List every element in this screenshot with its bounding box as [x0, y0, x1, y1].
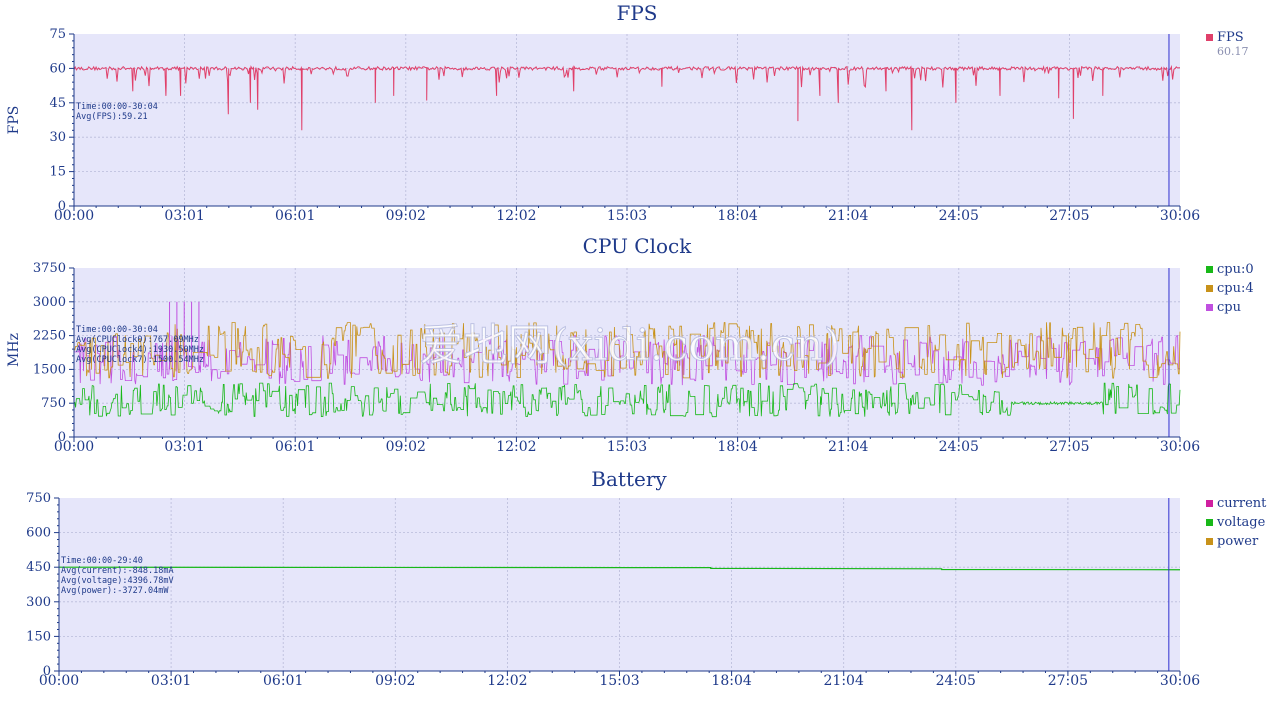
- x-tick-label: 15:03: [607, 208, 647, 224]
- x-tick-label: 24:05: [939, 208, 979, 224]
- y-tick-label: 750: [26, 491, 51, 506]
- y-tick-label: 0: [43, 664, 51, 679]
- x-tick-label: 21:04: [828, 208, 868, 224]
- legend-label: cpu:0: [1217, 262, 1254, 277]
- y-tick-label: 0: [58, 199, 66, 214]
- y-axis-label: MHz: [6, 333, 22, 367]
- legend-current-value: 60.17: [1217, 45, 1249, 58]
- y-tick-label: 30: [49, 130, 66, 145]
- battery-chart: Battery 0 150 300 450 600 750 00:00 03:01 06:01 0…: [26, 467, 1267, 689]
- x-tick-label: 27:05: [1049, 439, 1089, 455]
- x-tick-label: 09:02: [386, 208, 426, 224]
- chart-title: Battery: [591, 467, 667, 491]
- y-tick-label: 3750: [33, 261, 66, 276]
- x-tick-label: 09:02: [375, 673, 415, 689]
- legend-swatch: [1206, 266, 1213, 273]
- stat-line: Avg(CPUClock4):1930.50MHz: [76, 345, 204, 355]
- y-tick-label: 150: [26, 629, 51, 644]
- x-tick-label: 00:00: [39, 673, 79, 689]
- x-tick-label: 03:01: [164, 439, 204, 455]
- y-tick-label: 300: [26, 595, 51, 610]
- series-line-cpu-0: [74, 381, 1181, 418]
- x-tick-label: 18:04: [717, 439, 757, 455]
- legend-label: voltage: [1216, 515, 1266, 530]
- y-tick-label: 3000: [33, 295, 66, 310]
- stat-line: Avg(current):-848.18mA: [61, 566, 174, 576]
- x-tick-label: 24:05: [939, 439, 979, 455]
- x-tick-label: 21:04: [828, 439, 868, 455]
- legend-label: FPS: [1217, 30, 1244, 45]
- fps-chart-panel: FPS FPS 0 15 30 45 60 75 00:00 03:01 06:01 09:02 1…: [0, 0, 1280, 230]
- y-tick-label: 450: [26, 560, 51, 575]
- y-axis-label: FPS: [6, 106, 22, 135]
- legend-swatch: [1206, 500, 1213, 507]
- stat-line: Avg(CPUClock7):1500.54MHz: [76, 355, 204, 365]
- x-tick-label: 24:05: [936, 673, 976, 689]
- stat-line: Avg(voltage):4396.78mV: [61, 576, 174, 586]
- x-tick-label: 18:04: [717, 208, 757, 224]
- x-tick-label: 15:03: [607, 439, 647, 455]
- series-line-voltage: [58, 566, 1181, 571]
- legend-swatch: [1206, 34, 1213, 41]
- fps-chart: FPS FPS 0 15 30 45 60 75 00:00 03:01 06:01 09:02 1…: [6, 1, 1249, 224]
- legend-label: cpu: [1217, 300, 1241, 315]
- cpu-chart: CPU Clock MHz 0 750 1500 2250 3000 3750 00:00 0…: [6, 234, 1254, 455]
- legend-swatch: [1206, 519, 1213, 526]
- stat-line: Avg(power):-3727.04mW: [61, 586, 169, 596]
- x-tick-label: 06:01: [275, 208, 315, 224]
- legend-label: cpu:4: [1217, 281, 1254, 296]
- x-tick-label: 18:04: [711, 673, 751, 689]
- x-tick-label: 03:01: [151, 673, 191, 689]
- x-tick-label: 27:05: [1049, 208, 1089, 224]
- legend-label: current: [1217, 496, 1267, 511]
- stat-line: Avg(CPUClock0):767.09MHz: [76, 335, 199, 345]
- series-line-fps: [73, 64, 1181, 131]
- y-tick-label: 60: [49, 61, 66, 76]
- legend-swatch: [1206, 285, 1213, 292]
- stat-line: Time:00:00-30:04: [76, 102, 158, 112]
- x-tick-label: 30:06: [1160, 208, 1200, 224]
- stat-line: Avg(FPS):59.21: [76, 112, 148, 122]
- y-tick-label: 15: [49, 165, 66, 180]
- x-tick-label: 03:01: [164, 208, 204, 224]
- stat-line: Time:00:00-29:40: [61, 556, 143, 566]
- chart-title: FPS: [616, 1, 657, 25]
- x-tick-label: 30:06: [1160, 673, 1200, 689]
- x-tick-label: 06:01: [263, 673, 303, 689]
- y-tick-label: 0: [58, 430, 66, 445]
- x-tick-label: 00:00: [54, 208, 94, 224]
- y-tick-label: 2250: [33, 329, 66, 344]
- legend-swatch: [1206, 304, 1213, 311]
- y-tick-label: 600: [26, 526, 51, 541]
- x-tick-label: 30:06: [1160, 439, 1200, 455]
- legend-swatch: [1206, 538, 1213, 545]
- battery-chart-panel: Battery 0 150 300 450 600 750 00:00 03:01 06:01 0…: [0, 464, 1280, 700]
- chart-title: CPU Clock: [583, 234, 693, 258]
- x-tick-label: 06:01: [275, 439, 315, 455]
- x-tick-label: 12:02: [496, 439, 536, 455]
- x-tick-label: 15:03: [599, 673, 639, 689]
- cpu-chart-panel: CPU Clock MHz 0 750 1500 2250 3000 3750 00:00 0…: [0, 232, 1280, 460]
- stat-line: Time:00:00-30:04: [76, 325, 158, 335]
- x-tick-label: 00:00: [54, 439, 94, 455]
- x-tick-label: 12:02: [496, 208, 536, 224]
- series-line-cpu-4: [74, 322, 1181, 379]
- y-tick-label: 1500: [33, 362, 66, 377]
- y-tick-label: 45: [49, 96, 66, 111]
- y-tick-label: 750: [41, 396, 66, 411]
- x-tick-label: 21:04: [824, 673, 864, 689]
- x-tick-label: 09:02: [386, 439, 426, 455]
- x-tick-label: 27:05: [1048, 673, 1088, 689]
- y-tick-label: 75: [49, 27, 66, 42]
- legend-label: power: [1217, 534, 1259, 549]
- x-tick-label: 12:02: [487, 673, 527, 689]
